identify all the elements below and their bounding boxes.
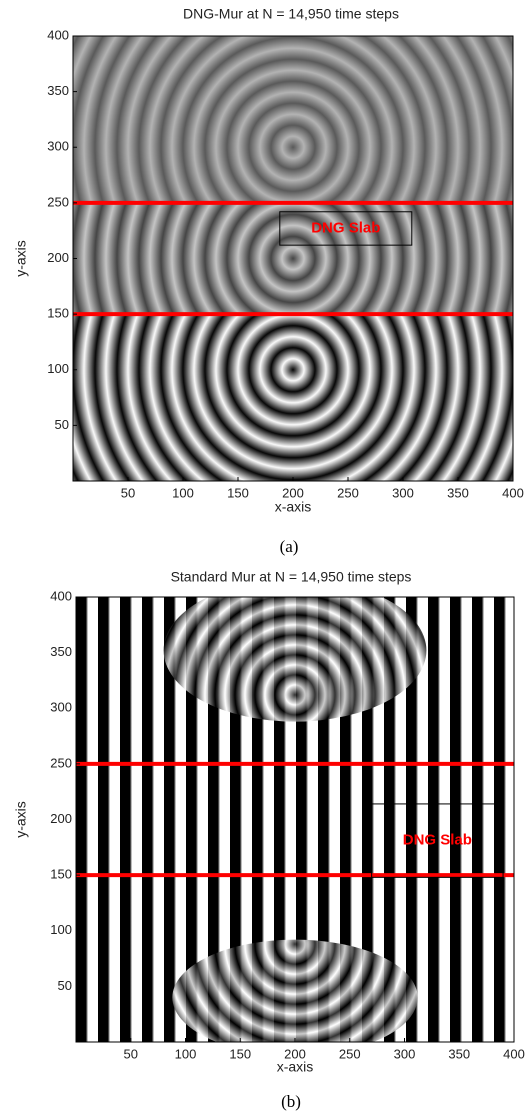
x-tick-label: 400 xyxy=(503,1046,525,1061)
x-tick-label: 400 xyxy=(502,485,524,500)
x-tick-label: 200 xyxy=(282,485,304,500)
caption: (a) xyxy=(280,537,299,556)
plot-image xyxy=(76,597,514,1042)
x-tick-label: 250 xyxy=(339,1046,361,1061)
x-tick-label: 350 xyxy=(447,485,469,500)
x-axis-label: x-axis xyxy=(277,1059,314,1075)
x-tick-label: 100 xyxy=(175,1046,197,1061)
x-axis-label: x-axis xyxy=(275,499,312,515)
x-tick-label: 150 xyxy=(227,485,249,500)
field-rings xyxy=(163,597,427,722)
caption: (b) xyxy=(281,1092,301,1111)
field-rings xyxy=(172,939,418,1042)
x-tick-label: 100 xyxy=(172,485,194,500)
y-tick-label: 300 xyxy=(50,700,72,715)
y-tick-label: 400 xyxy=(50,588,72,603)
y-tick-label: 200 xyxy=(50,811,72,826)
x-tick-label: 50 xyxy=(124,1046,138,1061)
y-tick-label: 150 xyxy=(47,306,69,321)
chart-title: DNG-Mur at N = 14,950 time steps xyxy=(183,6,399,22)
y-tick-label: 400 xyxy=(47,27,69,42)
y-tick-label: 100 xyxy=(50,922,72,937)
y-tick-label: 100 xyxy=(47,361,69,376)
annotation-box xyxy=(371,803,504,878)
y-tick-label: 150 xyxy=(50,867,72,882)
y-tick-label: 50 xyxy=(58,978,72,993)
x-tick-label: 350 xyxy=(448,1046,470,1061)
chart-title: Standard Mur at N = 14,950 time steps xyxy=(171,569,412,585)
y-axis-label: y-axis xyxy=(13,801,29,838)
y-tick-label: 200 xyxy=(47,250,69,265)
x-tick-label: 50 xyxy=(121,485,135,500)
y-tick-label: 250 xyxy=(47,194,69,209)
x-tick-label: 300 xyxy=(392,485,414,500)
x-tick-label: 300 xyxy=(394,1046,416,1061)
plot-image xyxy=(73,36,513,481)
y-axis-label: y-axis xyxy=(13,240,29,277)
field-region xyxy=(73,314,513,481)
annotation: DNG Slab xyxy=(311,219,380,236)
x-tick-label: 200 xyxy=(284,1046,306,1061)
y-tick-label: 50 xyxy=(55,417,69,432)
x-tick-label: 150 xyxy=(229,1046,251,1061)
y-tick-label: 300 xyxy=(47,139,69,154)
annotation-box xyxy=(279,211,413,246)
y-tick-label: 350 xyxy=(47,83,69,98)
x-tick-label: 250 xyxy=(337,485,359,500)
field-region xyxy=(73,36,513,203)
annotation: DNG Slab xyxy=(403,832,472,849)
field-region xyxy=(73,202,513,315)
y-tick-label: 350 xyxy=(50,644,72,659)
y-tick-label: 250 xyxy=(50,755,72,770)
